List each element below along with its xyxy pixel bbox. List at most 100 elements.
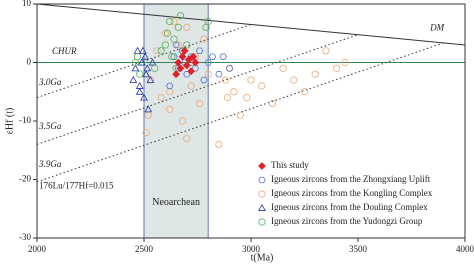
point [143,64,152,72]
point [168,53,176,61]
point [258,82,266,90]
point [223,94,232,102]
legend-swatch [258,218,266,226]
point [195,47,204,54]
point [166,82,174,90]
legend-swatch [258,162,266,170]
point [151,64,159,72]
reference-line [36,42,444,183]
point [322,47,330,55]
reference-line [36,24,252,99]
region-label: Neoarchean [152,197,200,208]
point [221,76,229,84]
x-axis-label: t(Ma) [251,252,274,263]
point [183,134,191,143]
point [137,58,146,66]
point [311,70,319,78]
reference-label: 3.5Ga [38,121,62,131]
point [161,29,169,37]
reference-label: DM [429,23,444,33]
point [166,105,174,113]
point [236,111,244,119]
point [182,61,191,70]
point [170,17,178,26]
point [208,53,217,60]
point [191,58,200,67]
point [200,35,208,43]
point [161,41,169,49]
plot-frame [36,3,466,239]
reference-label: CHUR [52,46,77,56]
legend-label: This study [271,160,309,170]
point [163,29,172,37]
point [279,64,287,72]
x-tick-label: 2500 [135,244,154,254]
legend-label: Igneous zircons from the Kongling Comple… [271,188,433,198]
point [135,81,144,89]
y-tick-label: 10 [22,0,32,8]
point [204,17,212,26]
point [185,55,193,64]
legend-label: Igneous zircons from the Zhongxiang Upli… [271,174,431,184]
point [187,82,195,90]
point [142,129,150,137]
point [219,53,227,60]
point [153,47,161,55]
point [183,41,191,49]
point [172,70,181,79]
point [157,47,165,55]
point [290,76,298,84]
point [136,70,144,78]
point [144,105,153,113]
point [174,58,183,67]
point [225,65,234,72]
point [187,67,195,76]
point [178,117,187,125]
point [170,35,178,43]
point [172,41,180,49]
reference-line [36,34,359,145]
y-axis-label: εHf (t) [4,108,15,135]
legend-swatch [258,203,266,211]
point [204,70,212,78]
point [300,88,309,96]
point [243,94,251,102]
point [215,71,223,78]
point [157,94,165,102]
point [174,23,182,31]
point [176,64,185,73]
reference-label: 3.0Ga [38,77,62,87]
point [146,76,155,84]
point [166,17,174,26]
point [180,46,189,55]
legend-swatch [258,176,266,184]
legend-label: Igneous zircons from the Yudongzi Group [271,216,423,226]
point [268,99,276,108]
x-tick-label: 4000 [456,244,474,254]
point [247,76,255,84]
point [178,52,187,61]
reference-line [36,3,466,46]
y-tick-label: -10 [19,115,31,125]
point [230,88,238,96]
point [131,64,140,72]
point [174,41,182,49]
point [200,76,208,84]
point [129,76,138,84]
point [332,64,341,72]
point [176,12,184,20]
reference-label: 3.9Ga [38,159,62,169]
point [196,99,204,108]
point [142,70,151,78]
legend-swatch [258,190,266,198]
point [183,23,191,31]
y-tick-label: -20 [19,174,31,184]
point [139,46,147,54]
x-tick-label: 3500 [349,244,368,254]
point [135,87,144,95]
y-tick-label: -30 [19,232,31,242]
point [189,52,198,61]
point [140,93,148,101]
point [341,58,349,67]
